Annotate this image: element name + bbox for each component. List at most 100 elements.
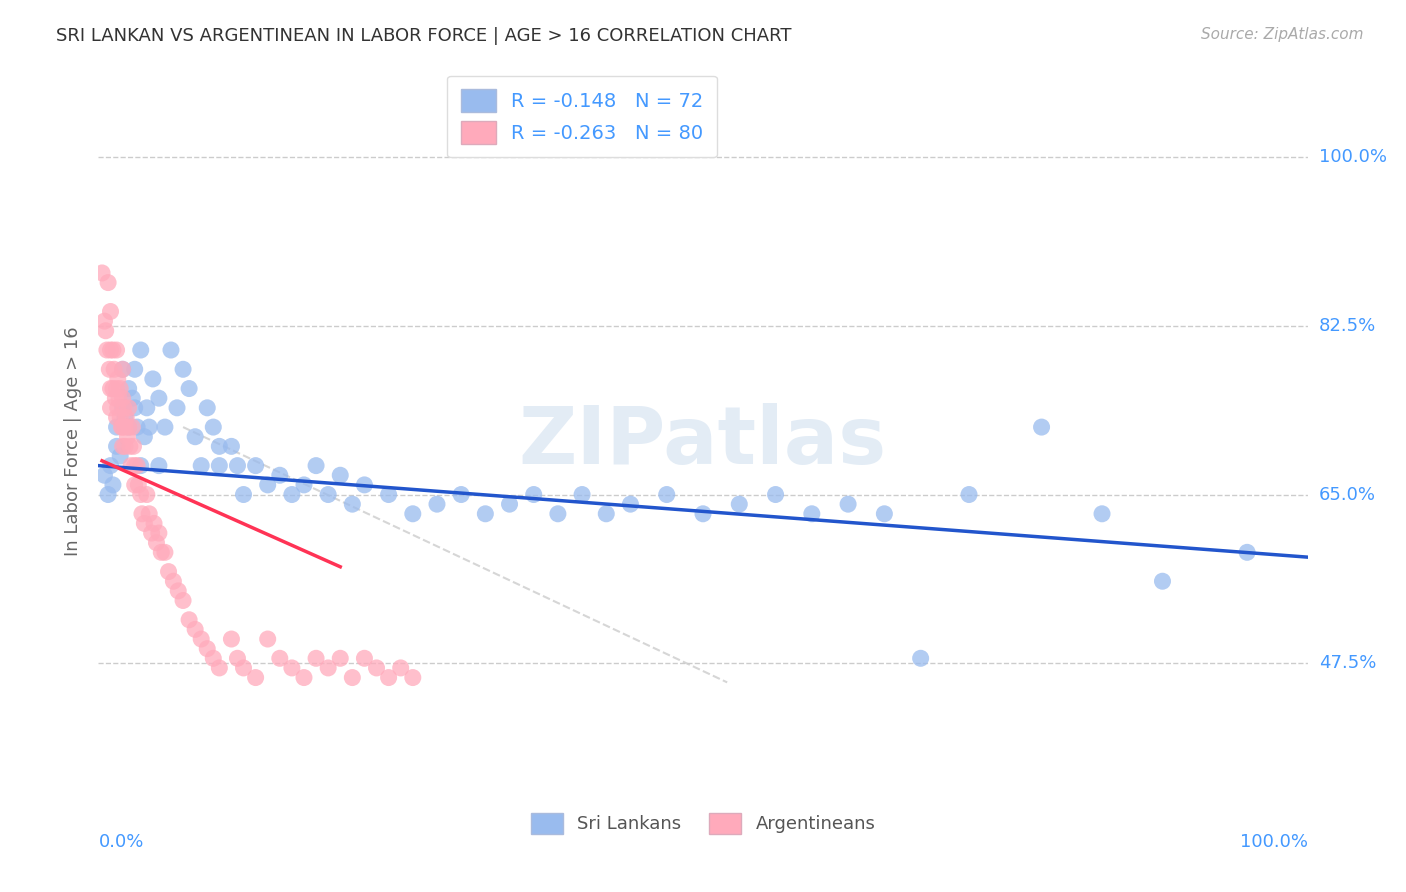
Point	[157, 565, 180, 579]
Point	[402, 507, 425, 521]
Point	[571, 487, 593, 501]
Point	[108, 391, 131, 405]
Text: 65.0%: 65.0%	[1319, 485, 1375, 503]
Point	[134, 516, 156, 531]
Point	[172, 362, 194, 376]
Point	[595, 507, 617, 521]
Point	[129, 458, 152, 473]
Point	[129, 343, 152, 357]
Point	[329, 468, 352, 483]
Point	[118, 420, 141, 434]
Point	[305, 651, 328, 665]
Y-axis label: In Labor Force | Age > 16: In Labor Force | Age > 16	[63, 326, 82, 557]
Point	[100, 304, 122, 318]
Point	[138, 420, 160, 434]
Point	[619, 497, 641, 511]
Point	[110, 420, 132, 434]
Point	[523, 487, 546, 501]
Point	[221, 439, 243, 453]
Point	[105, 420, 128, 434]
Text: 47.5%: 47.5%	[1319, 654, 1376, 672]
Point	[129, 487, 152, 501]
Point	[131, 507, 153, 521]
Point	[108, 449, 131, 463]
Point	[655, 487, 678, 501]
Point	[202, 420, 225, 434]
Point	[121, 391, 143, 405]
Point	[111, 362, 134, 376]
Point	[547, 507, 569, 521]
Point	[366, 661, 388, 675]
Point	[114, 410, 136, 425]
Point	[148, 391, 170, 405]
Point	[111, 391, 134, 405]
Point	[377, 487, 399, 501]
Point	[105, 382, 128, 396]
Point	[292, 671, 315, 685]
Point	[138, 507, 160, 521]
Point	[245, 671, 267, 685]
Point	[141, 526, 163, 541]
Point	[160, 343, 183, 357]
Point	[94, 324, 117, 338]
Point	[232, 487, 254, 501]
Point	[98, 362, 121, 376]
Point	[195, 641, 218, 656]
Point	[118, 439, 141, 453]
Point	[402, 671, 425, 685]
Point	[910, 651, 932, 665]
Point	[127, 420, 149, 434]
Point	[118, 382, 141, 396]
Point	[101, 478, 124, 492]
Point	[124, 458, 146, 473]
Point	[111, 420, 134, 434]
Point	[105, 343, 128, 357]
Point	[134, 430, 156, 444]
Point	[245, 458, 267, 473]
Point	[232, 661, 254, 675]
Point	[124, 362, 146, 376]
Point	[389, 661, 412, 675]
Point	[111, 439, 134, 453]
Point	[172, 593, 194, 607]
Point	[127, 478, 149, 492]
Point	[1031, 420, 1053, 434]
Point	[100, 382, 122, 396]
Point	[765, 487, 787, 501]
Point	[111, 401, 134, 415]
Point	[118, 401, 141, 415]
Point	[148, 458, 170, 473]
Point	[107, 401, 129, 415]
Point	[342, 671, 364, 685]
Point	[202, 651, 225, 665]
Point	[101, 343, 124, 357]
Point	[101, 382, 124, 396]
Text: Source: ZipAtlas.com: Source: ZipAtlas.com	[1201, 27, 1364, 42]
Point	[256, 478, 278, 492]
Point	[100, 458, 122, 473]
Point	[93, 468, 115, 483]
Point	[426, 497, 449, 511]
Point	[269, 468, 291, 483]
Point	[142, 372, 165, 386]
Point	[800, 507, 823, 521]
Point	[118, 420, 141, 434]
Point	[108, 382, 131, 396]
Point	[873, 507, 896, 521]
Point	[97, 487, 120, 501]
Point	[208, 439, 231, 453]
Point	[112, 401, 135, 415]
Point	[162, 574, 184, 589]
Point	[100, 401, 122, 415]
Point	[135, 401, 157, 415]
Point	[120, 458, 142, 473]
Point	[837, 497, 859, 511]
Point	[103, 362, 125, 376]
Point	[450, 487, 472, 501]
Point	[167, 583, 190, 598]
Point	[117, 430, 139, 444]
Point	[728, 497, 751, 511]
Point	[108, 410, 131, 425]
Point	[316, 661, 339, 675]
Point	[97, 276, 120, 290]
